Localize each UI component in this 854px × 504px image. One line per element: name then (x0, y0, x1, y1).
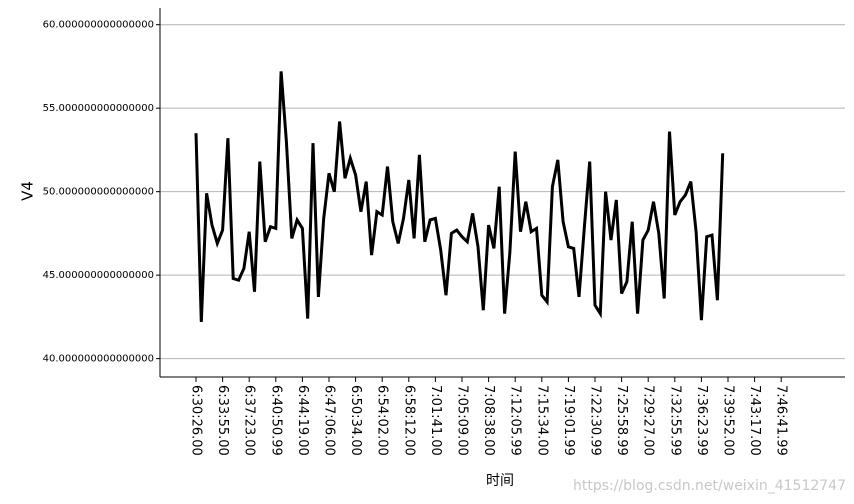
x-tick-label: 6:50:34.00 (348, 385, 363, 456)
x-tick-label: 7:29:27.00 (641, 385, 656, 456)
x-tick-label: 6:40:50.99 (268, 385, 283, 456)
x-tick-label: 6:47:06.00 (322, 385, 337, 456)
x-tick-label: 7:22:30.99 (588, 385, 603, 456)
y-tick-label: 60.000000000000000 (43, 20, 154, 31)
x-axis-label: 时间 (486, 473, 514, 489)
x-tick-label: 6:37:23.00 (242, 385, 257, 456)
y-tick-label: 40.000000000000000 (43, 354, 154, 365)
data-line (194, 71, 725, 322)
x-tick-label: 7:39:52.00 (721, 385, 736, 456)
y-tick-label: 45.000000000000000 (43, 270, 154, 281)
x-tick-label: 7:19:01.99 (561, 385, 576, 456)
x-tick-label: 7:15:34.00 (534, 385, 549, 456)
x-tick-label: 7:01:41.00 (428, 385, 443, 456)
x-tick-label: 7:08:38.00 (481, 385, 496, 456)
x-tick-label: 7:05:09.00 (455, 385, 470, 456)
watermark: https://blog.csdn.net/weixin_41512747 (573, 478, 846, 494)
x-tick-label: 7:36:23.99 (694, 385, 709, 456)
x-tick-label: 7:25:58.99 (614, 385, 629, 456)
y-axis-label: V4 (19, 181, 37, 201)
y-tick-label: 55.000000000000000 (43, 103, 154, 114)
x-tick-label: 6:54:02.00 (375, 385, 390, 456)
x-tick-label: 7:43:17.00 (747, 385, 762, 456)
y-tick-label: 50.000000000000000 (43, 187, 154, 198)
x-tick-label: 6:33:55.00 (215, 385, 230, 456)
x-tick-label: 6:30:26.00 (189, 385, 204, 456)
x-tick-label: 6:58:12.00 (401, 385, 416, 456)
x-tick-label: 7:12:05.99 (508, 385, 523, 456)
x-tick-label: 6:44:19.00 (295, 385, 310, 456)
x-tick-label: 7:32:55.99 (667, 385, 682, 456)
x-tick-label: 7:46:41.99 (774, 385, 789, 456)
